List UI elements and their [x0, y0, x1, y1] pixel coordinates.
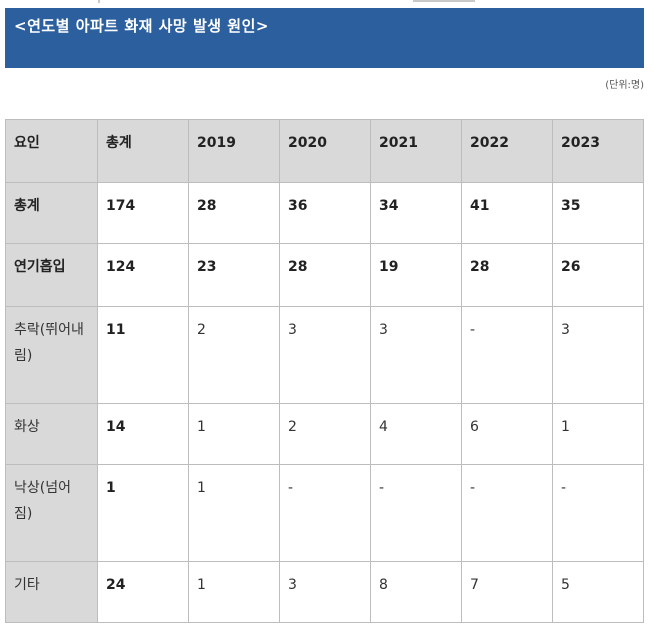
- table-cell: 26: [552, 243, 644, 307]
- column-header: 2021: [370, 119, 462, 183]
- table-cell: 41: [461, 182, 553, 244]
- column-header: 2020: [279, 119, 371, 183]
- table-row: 기타 24 1 3 8 7 5: [5, 561, 644, 623]
- table-cell: -: [552, 464, 644, 562]
- table-cell: 28: [279, 243, 371, 307]
- table-cell: 28: [461, 243, 553, 307]
- table-cell: 11: [97, 306, 189, 404]
- row-label: 낙상(넘어짐): [5, 464, 98, 562]
- column-header: 2022: [461, 119, 553, 183]
- row-label: 화상: [5, 403, 98, 465]
- table-cell: 35: [552, 182, 644, 244]
- table-cell: 2: [188, 306, 280, 404]
- table-row: 연기흡입 124 23 28 19 28 26: [5, 243, 644, 307]
- column-header: 2023: [552, 119, 644, 183]
- column-header: 요인: [5, 119, 98, 183]
- table-cell: 7: [461, 561, 553, 623]
- data-table: 요인 총계 2019 2020 2021 2022 2023 총계 174 28…: [5, 119, 644, 623]
- row-label: 연기흡입: [5, 243, 98, 307]
- table-row: 낙상(넘어짐) 1 1 - - - -: [5, 464, 644, 562]
- table-cell: 19: [370, 243, 462, 307]
- table-row: 총계 174 28 36 34 41 35: [5, 182, 644, 244]
- column-header: 2019: [188, 119, 280, 183]
- table-cell: 1: [188, 403, 280, 465]
- table-cell: 23: [188, 243, 280, 307]
- table-cell: 8: [370, 561, 462, 623]
- table-cell: 6: [461, 403, 553, 465]
- table-cell: 5: [552, 561, 644, 623]
- unit-note: (단위:명): [605, 80, 644, 91]
- table-cell: 3: [370, 306, 462, 404]
- table-cell: 1: [188, 561, 280, 623]
- table-cell: 124: [97, 243, 189, 307]
- row-label: 추락(뛰어내림): [5, 306, 98, 404]
- divider: [413, 0, 475, 2]
- column-header: 총계: [97, 119, 189, 183]
- table-cell: 1: [552, 403, 644, 465]
- table-cell: 4: [370, 403, 462, 465]
- table-cell: 36: [279, 182, 371, 244]
- table-cell: -: [370, 464, 462, 562]
- table-row: 화상 14 1 2 4 6 1: [5, 403, 644, 465]
- table-cell: 28: [188, 182, 280, 244]
- table-cell: 1: [97, 464, 189, 562]
- table-row: 추락(뛰어내림) 11 2 3 3 - 3: [5, 306, 644, 404]
- table-cell: -: [279, 464, 371, 562]
- page-title: <연도별 아파트 화재 사망 발생 원인>: [14, 17, 269, 35]
- table-cell: -: [461, 306, 553, 404]
- top-rule: [8, 0, 648, 3]
- table-cell: 1: [188, 464, 280, 562]
- divider: [98, 0, 100, 3]
- table-cell: 24: [97, 561, 189, 623]
- row-label: 기타: [5, 561, 98, 623]
- table-cell: 2: [279, 403, 371, 465]
- table-cell: 174: [97, 182, 189, 244]
- row-label: 총계: [5, 182, 98, 244]
- table-cell: 3: [552, 306, 644, 404]
- table-header-row: 요인 총계 2019 2020 2021 2022 2023: [5, 119, 644, 183]
- table-cell: -: [461, 464, 553, 562]
- table-cell: 3: [279, 561, 371, 623]
- title-banner: <연도별 아파트 화재 사망 발생 원인>: [5, 8, 644, 68]
- table-cell: 3: [279, 306, 371, 404]
- table-cell: 14: [97, 403, 189, 465]
- table-cell: 34: [370, 182, 462, 244]
